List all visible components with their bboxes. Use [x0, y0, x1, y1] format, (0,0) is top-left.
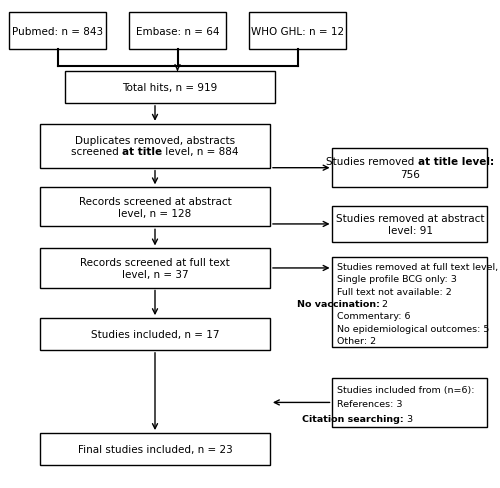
Text: level: 91: level: 91	[388, 226, 432, 236]
Text: Studies included from (n=6):: Studies included from (n=6):	[338, 385, 475, 394]
Text: Final studies included, n = 23: Final studies included, n = 23	[78, 444, 233, 454]
Bar	[40, 188, 270, 227]
Text: WHO GHL: n = 12: WHO GHL: n = 12	[251, 27, 344, 37]
Text: Studies removed at abstract: Studies removed at abstract	[336, 213, 484, 223]
Text: at title: at title	[122, 147, 162, 157]
Bar	[40, 433, 270, 465]
Text: Studies removed at full text level, n=20:: Studies removed at full text level, n=20…	[338, 262, 500, 271]
Text: References: 3: References: 3	[338, 400, 403, 408]
Text: Records screened at full text
level, n = 37: Records screened at full text level, n =…	[80, 258, 230, 279]
Text: Duplicates removed, abstracts: Duplicates removed, abstracts	[75, 136, 235, 146]
Text: No vaccination:: No vaccination:	[296, 299, 380, 308]
Text: 756: 756	[400, 170, 420, 180]
Text: at title level:: at title level:	[418, 157, 494, 167]
Bar	[40, 124, 270, 168]
Text: No epidemiological outcomes: 5: No epidemiological outcomes: 5	[338, 324, 490, 333]
Bar	[248, 13, 346, 50]
Bar	[65, 72, 275, 104]
Bar	[40, 319, 270, 350]
Text: 2: 2	[380, 299, 388, 308]
Bar	[332, 378, 488, 427]
Text: level, n = 884: level, n = 884	[162, 147, 239, 157]
Text: Single profile BCG only: 3: Single profile BCG only: 3	[338, 275, 458, 284]
Text: Studies included, n = 17: Studies included, n = 17	[91, 329, 219, 339]
Bar	[128, 13, 226, 50]
Bar	[332, 149, 488, 188]
Text: Records screened at abstract
level, n = 128: Records screened at abstract level, n = …	[78, 197, 232, 218]
Text: Embase: n = 64: Embase: n = 64	[136, 27, 219, 37]
Text: Citation searching:: Citation searching:	[302, 414, 404, 424]
Text: Full text not available: 2: Full text not available: 2	[338, 287, 452, 296]
Bar	[40, 249, 270, 288]
Text: Pubmed: n = 843: Pubmed: n = 843	[12, 27, 103, 37]
Text: Total hits, n = 919: Total hits, n = 919	[122, 83, 218, 93]
Bar	[332, 206, 488, 243]
Text: Other: 2: Other: 2	[338, 336, 376, 346]
Text: Studies removed: Studies removed	[326, 157, 418, 167]
Text: 3: 3	[404, 414, 413, 424]
Text: Commentary: 6: Commentary: 6	[338, 312, 411, 321]
Bar	[9, 13, 106, 50]
Text: screened: screened	[71, 147, 122, 157]
Bar	[332, 258, 488, 347]
